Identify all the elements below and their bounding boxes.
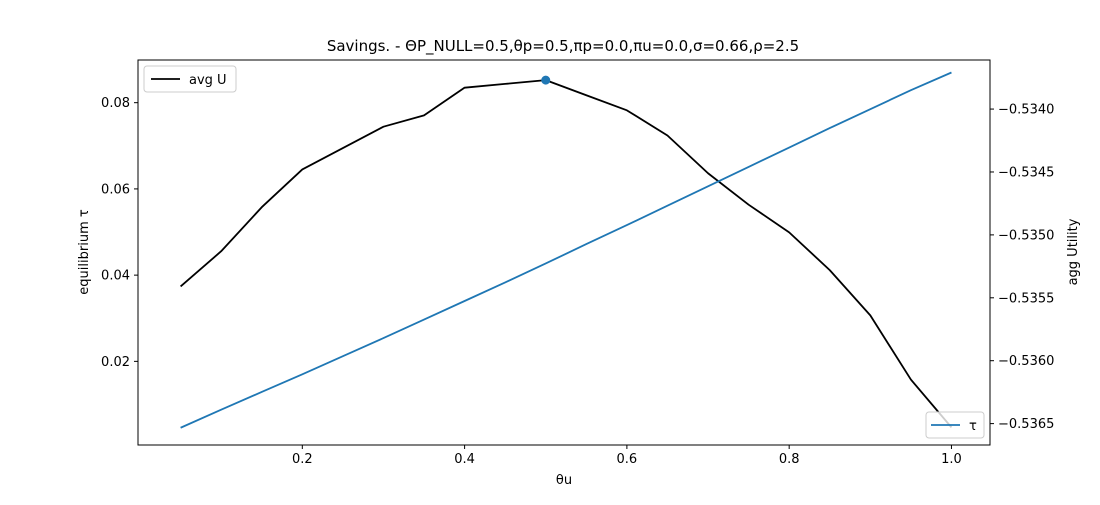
- x-tick-label: 1.0: [941, 452, 962, 467]
- y-right-tick-label: −0.5350: [998, 228, 1054, 243]
- series-line-tau: [180, 71, 952, 429]
- y-left-tick-label: 0.08: [101, 96, 130, 111]
- y-right-tick-label: −0.5365: [998, 417, 1054, 432]
- y-left-tick-label: 0.04: [101, 269, 130, 284]
- legend-avg-u-box: [143, 65, 237, 93]
- y-right-tick-label: −0.5345: [998, 165, 1054, 180]
- x-tick-label: 0.8: [779, 452, 800, 467]
- plot-lines: [180, 71, 953, 429]
- chart-title: Savings. - ΘP_NULL=0.5,θp=0.5,πp=0.0,πu=…: [327, 37, 799, 56]
- x-axis-label: θu: [556, 473, 572, 488]
- x-tick-label: 0.2: [292, 452, 313, 467]
- plot-frame: [137, 59, 991, 446]
- legend-tau-label: τ: [969, 419, 977, 434]
- legend-tau: τ: [925, 411, 985, 439]
- x-tick-label: 0.6: [617, 452, 638, 467]
- y-right-axis-label: agg Utility: [1066, 218, 1081, 285]
- series-line-avg-u: [180, 79, 953, 428]
- y-left-axis-label: equilibrium τ: [77, 209, 92, 295]
- y-left-tick-label: 0.06: [101, 182, 130, 197]
- ticks-layer: 0.2 0.4 0.6 0.8 1.0 0.02 0.04 0.06 0.08 −0.5365 −0…: [101, 96, 1054, 467]
- y-right-tick-label: −0.5360: [998, 354, 1054, 369]
- y-right-tick-label: −0.5355: [998, 291, 1054, 306]
- y-left-tick-label: 0.02: [101, 355, 130, 370]
- x-tick-label: 0.4: [454, 452, 475, 467]
- y-right-tick-label: −0.5340: [998, 103, 1054, 118]
- legend-avg-u: avg U: [143, 65, 237, 93]
- legend-avg-u-label: avg U: [189, 73, 227, 88]
- highlight-point: [541, 75, 551, 85]
